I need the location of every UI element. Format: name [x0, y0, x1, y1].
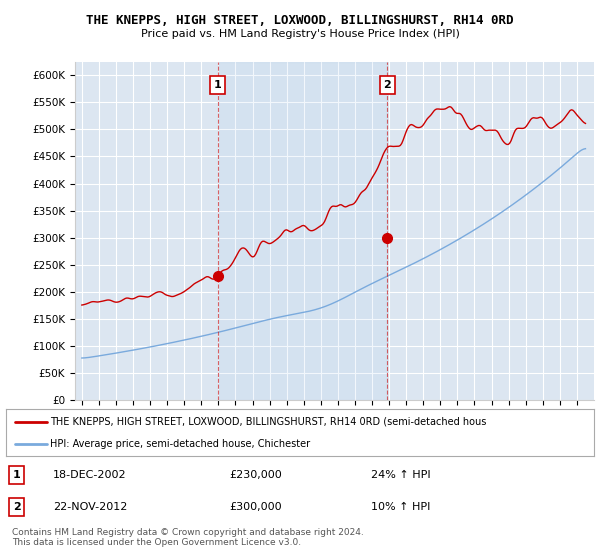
Text: Contains HM Land Registry data © Crown copyright and database right 2024.
This d: Contains HM Land Registry data © Crown c… [12, 528, 364, 547]
Text: 18-DEC-2002: 18-DEC-2002 [53, 470, 127, 480]
Text: THE KNEPPS, HIGH STREET, LOXWOOD, BILLINGSHURST, RH14 0RD: THE KNEPPS, HIGH STREET, LOXWOOD, BILLIN… [86, 14, 514, 27]
Text: HPI: Average price, semi-detached house, Chichester: HPI: Average price, semi-detached house,… [50, 438, 310, 449]
Text: 2: 2 [13, 502, 20, 512]
Text: 22-NOV-2012: 22-NOV-2012 [53, 502, 127, 512]
Text: 2: 2 [383, 80, 391, 90]
Text: £230,000: £230,000 [229, 470, 282, 480]
Bar [218, 62, 388, 400]
Text: 10% ↑ HPI: 10% ↑ HPI [371, 502, 430, 512]
Text: Price paid vs. HM Land Registry's House Price Index (HPI): Price paid vs. HM Land Registry's House … [140, 29, 460, 39]
Text: 1: 1 [214, 80, 221, 90]
Text: 24% ↑ HPI: 24% ↑ HPI [371, 470, 430, 480]
Text: THE KNEPPS, HIGH STREET, LOXWOOD, BILLINGSHURST, RH14 0RD (semi-detached hous: THE KNEPPS, HIGH STREET, LOXWOOD, BILLIN… [50, 417, 487, 427]
Text: 1: 1 [13, 470, 20, 480]
Text: £300,000: £300,000 [229, 502, 282, 512]
